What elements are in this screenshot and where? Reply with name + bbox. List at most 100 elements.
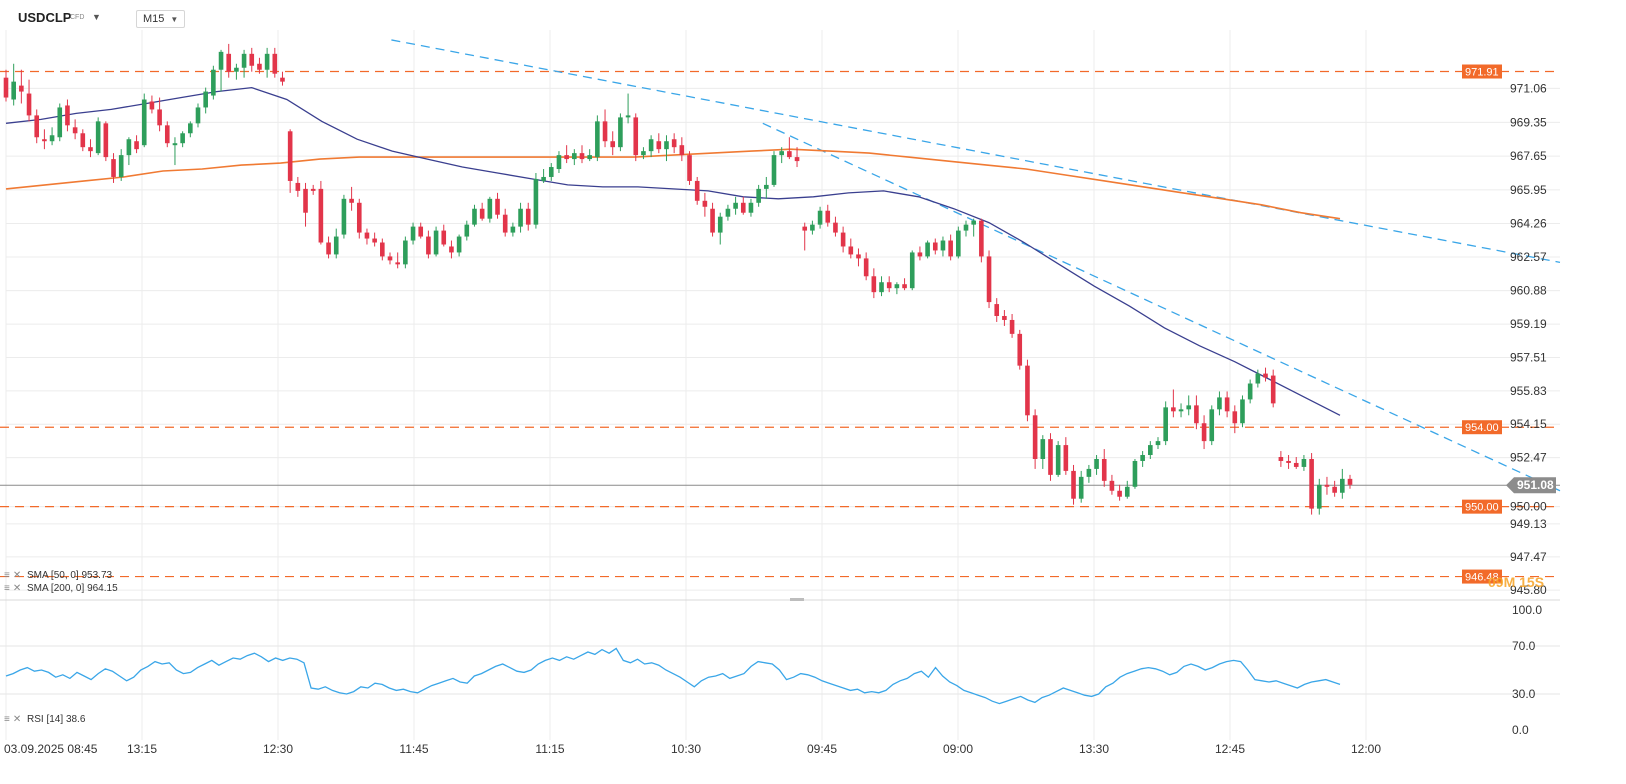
candle — [226, 43, 232, 78]
candle-body — [1124, 486, 1130, 497]
candle-body — [525, 208, 531, 225]
candle — [687, 151, 692, 185]
trendline-layer[interactable] — [391, 39, 1561, 492]
candle — [1194, 395, 1199, 430]
candle-body — [856, 254, 861, 259]
symbol-dropdown-icon[interactable]: ▼ — [92, 12, 101, 22]
candle-body — [1063, 445, 1069, 471]
candle-body — [725, 208, 731, 217]
candle — [1086, 464, 1092, 483]
candle — [564, 145, 569, 164]
candle — [479, 202, 485, 221]
candle-body — [1140, 455, 1145, 461]
candle — [579, 145, 585, 164]
candle — [894, 282, 900, 295]
settings-icon[interactable]: ≡ — [4, 714, 10, 725]
sma200-value: 964.15 — [87, 583, 118, 594]
candle-body — [149, 101, 155, 110]
candle-body — [1286, 460, 1291, 463]
candle-body — [372, 238, 377, 243]
candle-body — [303, 188, 308, 213]
rsi-line — [5, 647, 1341, 705]
candle — [656, 133, 662, 154]
candle — [756, 184, 761, 207]
close-icon[interactable]: ✕ — [12, 583, 22, 594]
candle-body — [625, 115, 631, 118]
candle — [19, 69, 24, 104]
candle-body — [1240, 399, 1245, 424]
candle-body — [34, 115, 40, 138]
time-axis-label: 13:15 — [127, 742, 157, 756]
candle-body — [894, 284, 900, 289]
candle-body — [241, 53, 247, 68]
candle — [794, 147, 800, 168]
candle — [303, 182, 308, 227]
candle-body — [111, 159, 116, 177]
candle-body — [280, 77, 285, 82]
candle-body — [1316, 484, 1322, 509]
symbol-name[interactable]: USDCLP — [18, 10, 72, 25]
candle-body — [510, 226, 516, 233]
candle — [364, 228, 370, 245]
candle — [1124, 480, 1130, 499]
candle-body — [310, 188, 316, 191]
candle — [664, 135, 669, 162]
candle — [1309, 453, 1314, 515]
settings-icon[interactable]: ≡ — [4, 583, 10, 594]
legend-sma200[interactable]: ≡ ✕ SMA [200, 0] 964.15 — [4, 583, 118, 594]
time-axis-label: 09:00 — [943, 742, 973, 756]
candle — [403, 236, 408, 269]
price-axis-label: 960.88 — [1510, 284, 1547, 298]
close-icon[interactable]: ✕ — [12, 570, 22, 581]
candle — [1094, 455, 1099, 475]
price-axis-label: 969.35 — [1510, 115, 1547, 129]
settings-icon[interactable]: ≡ — [4, 570, 10, 581]
candle-body — [164, 125, 170, 144]
candle — [441, 224, 447, 247]
candle — [395, 252, 400, 269]
candle-body — [1340, 478, 1345, 493]
sma50-label: SMA [50, 0] — [27, 570, 79, 581]
candle-body — [1224, 397, 1230, 412]
candle-body — [11, 81, 16, 100]
candle — [1232, 405, 1238, 434]
candle — [333, 228, 339, 259]
candle-body — [218, 51, 224, 70]
trendline — [762, 122, 1561, 492]
candle-body — [464, 224, 470, 237]
candle-body — [479, 208, 485, 219]
candle — [548, 163, 554, 181]
candle-body — [863, 258, 869, 277]
candle — [1071, 464, 1076, 505]
candle-body — [1101, 458, 1107, 481]
candle — [840, 226, 846, 253]
candle — [702, 192, 708, 217]
candle-body — [648, 139, 654, 152]
candle-body — [963, 224, 969, 231]
time-axis-label: 12:45 — [1215, 742, 1245, 756]
candle — [771, 151, 777, 187]
candle — [979, 218, 984, 263]
legend-sma50[interactable]: ≡ ✕ SMA [50, 0] 953.73 — [4, 570, 112, 581]
price-axis-label: 954.15 — [1510, 417, 1547, 431]
candle — [1155, 437, 1161, 450]
candle — [1040, 435, 1046, 469]
candle-body — [994, 304, 1000, 316]
candle-body — [19, 85, 24, 92]
close-icon[interactable]: ✕ — [12, 714, 22, 725]
candle-body — [264, 53, 270, 70]
candle — [418, 222, 424, 239]
timeframe-select[interactable]: M15 ▼ — [136, 10, 186, 28]
candle-body — [971, 220, 976, 225]
legend-rsi[interactable]: ≡ ✕ RSI [14] 38.6 — [4, 714, 85, 725]
price-axis-label: 967.65 — [1510, 149, 1547, 163]
candle — [1140, 451, 1145, 467]
candle — [825, 204, 831, 227]
candle-body — [180, 133, 185, 144]
candle — [280, 71, 285, 86]
candle-body — [1040, 439, 1046, 459]
candle — [925, 240, 930, 259]
candle-body — [794, 157, 800, 162]
